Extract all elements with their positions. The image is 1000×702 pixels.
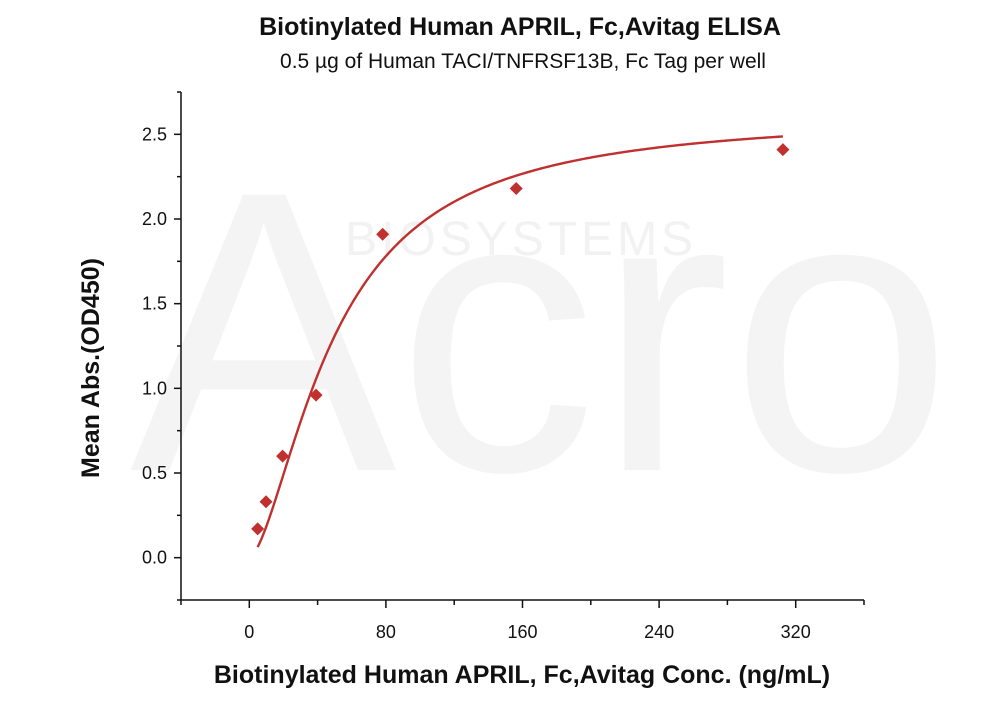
y-tick-label: 2.0 [142,209,167,229]
data-point-diamond [776,143,790,157]
y-ticks: 0.0 0.5 1.0 1.5 2.0 2.5 [142,91,181,601]
y-tick-label: 1.5 [142,294,167,314]
x-tick-label: 80 [376,622,396,642]
y-tick-label: 0.0 [142,548,167,568]
data-point-diamond [509,182,523,196]
data-point-diamond [276,449,290,463]
x-tick-label: 0 [244,622,254,642]
y-tick-label: 2.5 [142,124,167,144]
y-axis-label: Mean Abs.(OD450) [77,258,105,478]
x-tick-label: 320 [781,622,811,642]
x-axis-label: Biotinylated Human APRIL, Fc,Avitag Conc… [214,661,830,689]
fit-curve [256,135,783,548]
x-ticks: 0 80 160 240 320 [180,600,865,642]
data-point-diamond [309,388,323,402]
chart-subtitle: 0.5 µg of Human TACI/TNFRSF13B, Fc Tag p… [280,50,766,73]
watermark: Acro BIOSYSTEMS [130,108,952,555]
chart-title: Biotinylated Human APRIL, Fc,Avitag ELIS… [259,13,781,41]
data-point-diamond [259,495,273,509]
data-points [251,143,790,536]
watermark-brand: Acro [130,108,952,555]
y-tick-label: 1.0 [142,378,167,398]
watermark-sub: BIOSYSTEMS [345,213,697,266]
x-tick-label: 240 [644,622,674,642]
data-point-diamond [376,227,390,241]
data-point-diamond [251,522,265,536]
y-tick-label: 0.5 [142,463,167,483]
x-tick-label: 160 [507,622,537,642]
